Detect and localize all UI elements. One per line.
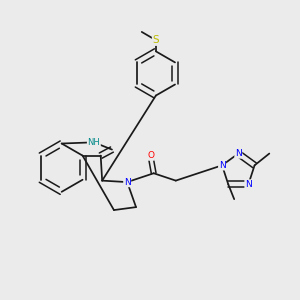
Text: S: S: [153, 35, 159, 45]
Text: O: O: [147, 151, 154, 160]
Text: N: N: [245, 180, 252, 189]
Text: NH: NH: [88, 138, 100, 147]
Text: N: N: [124, 178, 130, 187]
Text: N: N: [235, 149, 242, 158]
Text: N: N: [219, 161, 226, 170]
